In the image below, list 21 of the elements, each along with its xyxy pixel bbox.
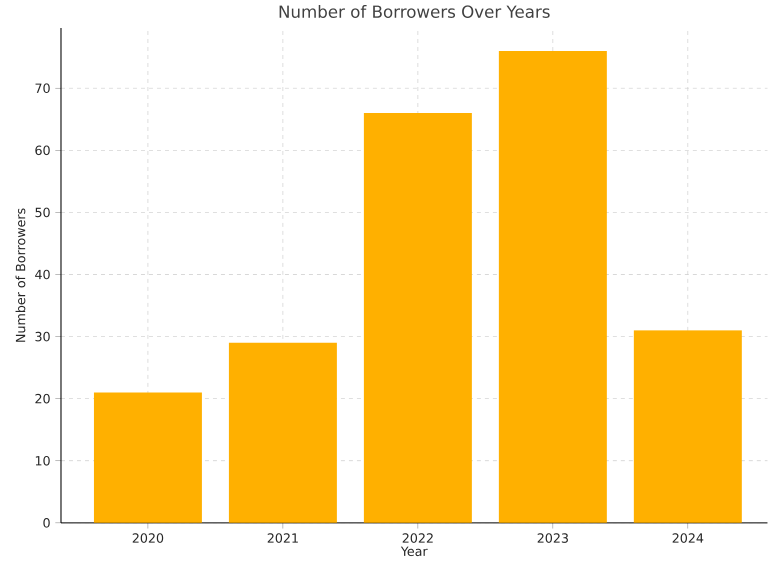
y-tick-label: 10	[36, 456, 50, 466]
x-axis-title: Year	[400, 546, 428, 556]
bar	[634, 330, 742, 523]
y-axis-title: Number of Borrowers	[16, 208, 26, 342]
bar	[498, 51, 607, 523]
y-tick-label: 40	[35, 270, 50, 280]
bar	[364, 113, 472, 523]
y-tick-label: 30	[35, 332, 50, 342]
x-tick-label: 2023	[538, 533, 568, 543]
x-tick-label: 2020	[132, 533, 164, 543]
bar	[228, 342, 337, 523]
bar	[94, 392, 202, 523]
y-tick-label: 20	[35, 394, 50, 404]
y-tick-label: 70	[36, 84, 50, 94]
chart-title: Number of Borrowers Over Years	[280, 5, 550, 18]
y-tick-label: 0	[43, 518, 50, 528]
x-tick-label: 2021	[268, 533, 298, 543]
y-tick-label: 60	[35, 146, 50, 156]
x-tick-label: 2022	[402, 533, 433, 543]
y-tick-label: 50	[35, 208, 50, 218]
x-tick-label: 2024	[672, 533, 704, 543]
